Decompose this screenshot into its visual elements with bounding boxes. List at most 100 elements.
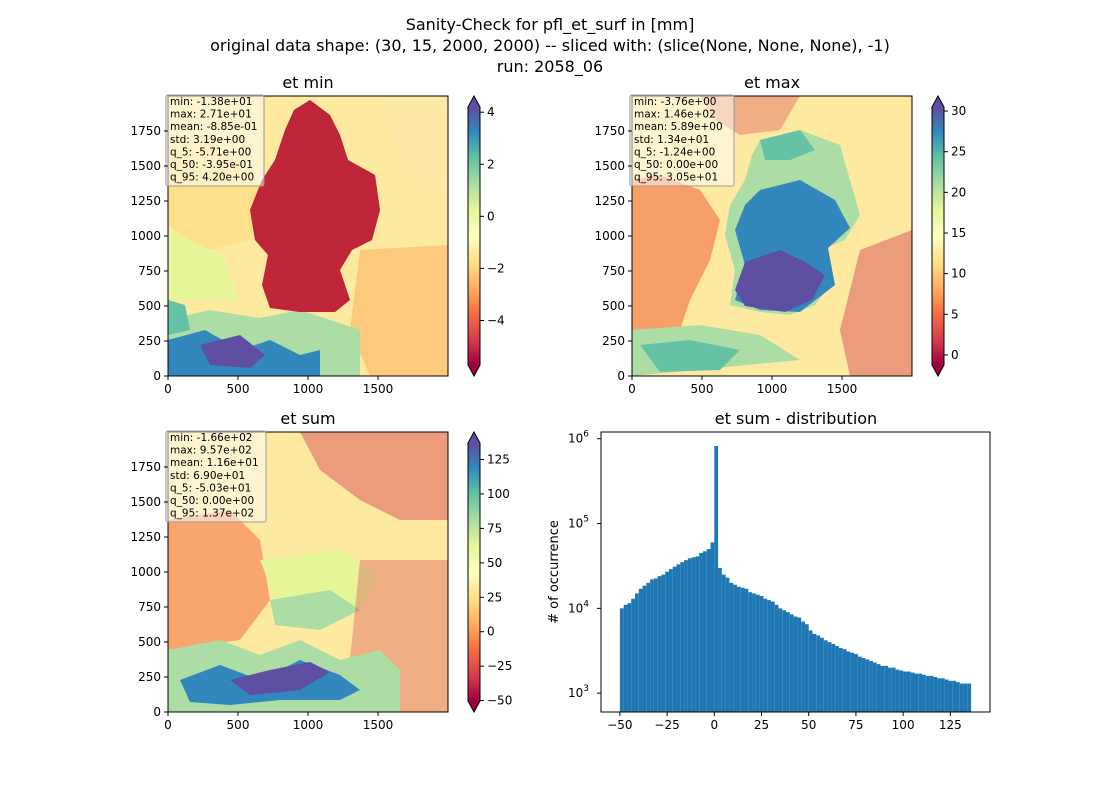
histogram-bar bbox=[684, 560, 688, 712]
colorbar-tick-label: 5 bbox=[951, 307, 959, 321]
histogram-bar bbox=[808, 630, 813, 712]
y-tick-label: 0 bbox=[617, 369, 625, 383]
x-tick-label: −50 bbox=[607, 718, 632, 732]
histogram-bar bbox=[827, 642, 832, 712]
histogram-bar bbox=[956, 682, 960, 712]
histogram-bar bbox=[846, 651, 851, 712]
x-tick-label: 1000 bbox=[293, 718, 324, 732]
colorbar-tick-label: −4 bbox=[487, 313, 505, 327]
histogram-bar bbox=[661, 574, 666, 712]
x-tick-label: 25 bbox=[754, 718, 769, 732]
x-tick-label: 500 bbox=[227, 382, 250, 396]
stats-line: std: 1.34e+01 bbox=[634, 134, 709, 146]
histogram-bar bbox=[914, 673, 919, 712]
y-axis: 103 104 105 106 bbox=[568, 430, 601, 700]
y-axis-label: # of occurrence bbox=[547, 520, 562, 624]
histogram-bar bbox=[891, 667, 896, 712]
histogram-bar bbox=[623, 604, 628, 712]
x-tick-label: −25 bbox=[654, 718, 679, 732]
y-tick-label: 250 bbox=[138, 670, 161, 684]
y-tick-label: 106 bbox=[568, 430, 589, 446]
histogram-bar bbox=[714, 446, 719, 712]
histogram-bar bbox=[650, 579, 654, 712]
y-tick-label: 1000 bbox=[130, 229, 161, 243]
suptitle-line-3: run: 2058_06 bbox=[497, 57, 603, 77]
y-tick-label: 103 bbox=[568, 684, 589, 700]
histogram-bar bbox=[903, 671, 907, 712]
histogram-bar bbox=[872, 662, 877, 712]
stats-line: mean: 1.16e+01 bbox=[170, 457, 259, 469]
histogram-bar bbox=[740, 587, 745, 712]
y-tick-label: 1000 bbox=[594, 229, 625, 243]
histogram-bar bbox=[789, 614, 794, 712]
colorbar-tick-label: 25 bbox=[487, 590, 502, 604]
histogram-bar bbox=[634, 593, 639, 712]
y-axis: 0 250 500 750 1000 1250 1500 1750 bbox=[130, 460, 168, 719]
x-tick-label: 50 bbox=[801, 718, 816, 732]
stats-line: min: -1.38e+01 bbox=[170, 96, 252, 108]
histogram-bars bbox=[619, 446, 972, 712]
histogram-bar bbox=[922, 674, 926, 712]
y-tick-label: 750 bbox=[602, 264, 625, 278]
histogram-bar bbox=[721, 574, 726, 712]
histogram-bar bbox=[918, 673, 923, 712]
colorbar-tick-label: 2 bbox=[487, 157, 495, 171]
y-tick-label: 1500 bbox=[130, 495, 161, 509]
histogram-bar bbox=[759, 595, 764, 712]
colorbar-tick-label: −25 bbox=[487, 659, 512, 673]
histogram-bar bbox=[695, 556, 700, 712]
colorbar-tick-label: 10 bbox=[951, 267, 966, 281]
histogram-bar bbox=[948, 680, 953, 712]
stats-line: std: 6.90e+01 bbox=[170, 470, 245, 482]
colorbar: 125 100 75 50 25 0 −25 −50 bbox=[467, 430, 512, 714]
colorbar-tick-label: 15 bbox=[951, 226, 966, 240]
y-tick-label: 1500 bbox=[130, 159, 161, 173]
histogram-bar bbox=[816, 635, 821, 712]
histogram-bar bbox=[752, 593, 756, 712]
histogram-bar bbox=[801, 621, 805, 712]
stats-line: q_5: -1.24e+00 bbox=[634, 146, 715, 158]
y-tick-label: 250 bbox=[138, 334, 161, 348]
histogram-bar bbox=[857, 656, 862, 712]
histogram-bar bbox=[861, 657, 866, 712]
x-tick-label: 500 bbox=[227, 718, 250, 732]
histogram-bar bbox=[895, 669, 900, 712]
colorbar-tick-label: 20 bbox=[951, 185, 966, 199]
histogram-bar bbox=[778, 608, 783, 712]
stats-line: q_5: -5.71e+00 bbox=[170, 146, 251, 158]
histogram-bar bbox=[699, 552, 703, 712]
y-tick-label: 1750 bbox=[594, 124, 625, 138]
plot-frame bbox=[600, 431, 991, 713]
colorbar-tick-label: 0 bbox=[951, 348, 959, 362]
histogram-bar bbox=[910, 672, 915, 712]
histogram-bar bbox=[804, 624, 809, 712]
histogram-bar bbox=[672, 566, 677, 712]
stats-line: mean: 5.89e+00 bbox=[634, 121, 723, 133]
histogram-bar bbox=[925, 675, 930, 712]
histogram-bar bbox=[963, 683, 968, 712]
histogram-bar bbox=[646, 582, 651, 712]
panel-title: et sum bbox=[280, 409, 335, 428]
stats-line: min: -3.76e+00 bbox=[634, 96, 716, 108]
histogram-bar bbox=[952, 680, 957, 712]
colorbar-tick-label: 30 bbox=[951, 104, 966, 118]
histogram-bar bbox=[933, 677, 938, 712]
histogram-bar bbox=[888, 667, 892, 712]
histogram-bar bbox=[676, 564, 681, 712]
histogram-bar bbox=[869, 660, 873, 712]
histogram-bar bbox=[865, 659, 870, 712]
y-tick-label: 1250 bbox=[594, 194, 625, 208]
colorbar: 4 2 0 −2 −4 bbox=[467, 94, 505, 378]
stats-line: max: 1.46e+02 bbox=[634, 109, 716, 121]
histogram-bar bbox=[710, 542, 715, 712]
histogram-bar bbox=[940, 678, 945, 712]
colorbar-tick-label: −50 bbox=[487, 694, 512, 708]
x-tick-label: 125 bbox=[939, 718, 962, 732]
panel-et-sum-distribution: et sum - distribution −50 −25 0 25 50 75 100 12… bbox=[547, 409, 991, 732]
x-tick-label: 0 bbox=[164, 718, 172, 732]
histogram-bar bbox=[619, 608, 624, 712]
colorbar-tick-label: 100 bbox=[487, 487, 510, 501]
x-axis: −50 −25 0 25 50 75 100 125 bbox=[607, 712, 962, 732]
